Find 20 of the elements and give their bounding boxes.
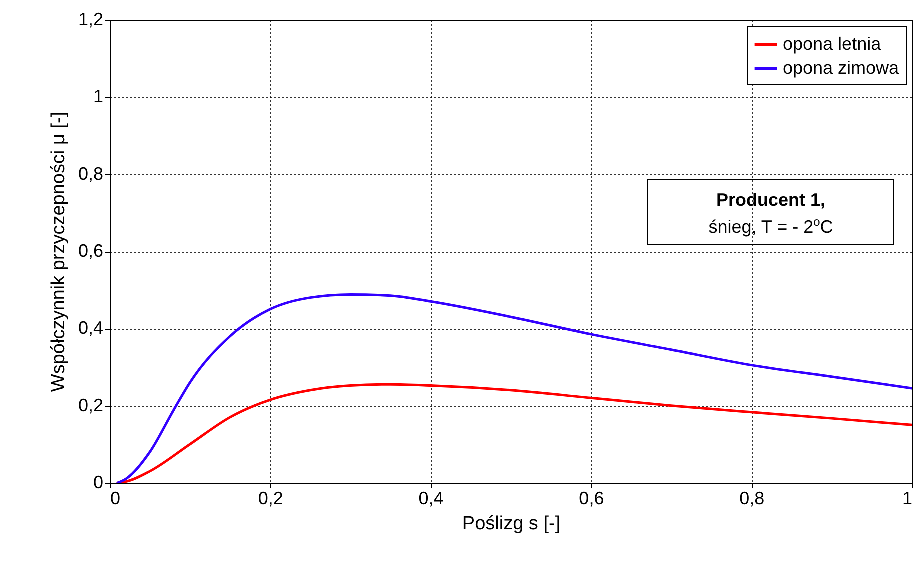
y-tick-label: 0,6: [78, 241, 104, 261]
annotation: śnieg, T = - 2$^{o}$C: [708, 215, 834, 237]
x-tick-label: 0: [110, 488, 121, 508]
x-tick-label: 1: [902, 488, 912, 508]
legend-label: opona zimowa: [783, 58, 900, 78]
y-tick-label: 1,2: [78, 10, 104, 30]
legend-label: opona letnia: [783, 34, 882, 54]
x-axis-title: Poślizg s [-]: [462, 514, 561, 534]
x-tick-label: 0,8: [740, 488, 765, 508]
x-tick-label: 0,6: [579, 488, 604, 508]
y-tick-label: 0,4: [78, 318, 104, 338]
annotation: Producent 1,: [716, 190, 826, 210]
line-series: [116, 293, 912, 483]
x-tick-label: 0,2: [258, 488, 284, 508]
x-tick-label: 0,4: [418, 488, 444, 508]
y-tick-label: 0,8: [78, 164, 104, 184]
y-axis-title: Współczynnik przyczepności μ [-]: [48, 112, 70, 392]
y-tick-label: 1: [93, 86, 104, 107]
y-tick-label: 0,2: [78, 395, 104, 416]
y-tick-label: 0: [93, 472, 104, 492]
